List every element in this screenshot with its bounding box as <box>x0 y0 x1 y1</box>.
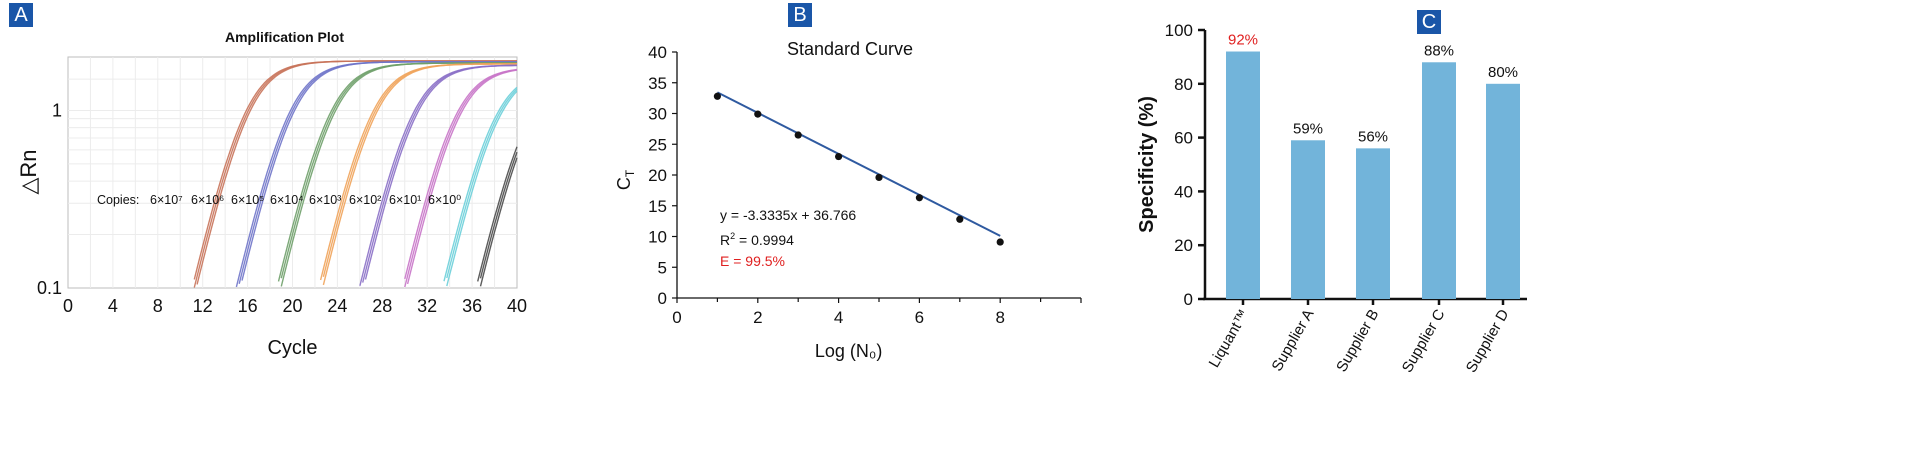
y-tick-label: 0 <box>1184 290 1193 309</box>
copies-annotation-label: 6×10⁶ <box>191 193 224 207</box>
x-tick-label: 8 <box>153 296 163 316</box>
data-point <box>875 173 883 182</box>
y-tick-label: 10 <box>648 228 667 247</box>
bar-data-label: 92% <box>1228 32 1258 49</box>
y-tick-label: 80 <box>1174 75 1193 94</box>
data-point <box>754 110 762 118</box>
y-axis-label: CT <box>614 169 637 190</box>
x-axis-label: Cycle <box>267 337 317 359</box>
efficiency-text: E = 99.5% <box>720 253 785 269</box>
y-axis-label: Specificity (%) <box>1136 96 1158 233</box>
amplification-plot-panel: A Amplification Plot 0 4 8 12 16 20 24 28 32 36 40 C… <box>0 0 660 471</box>
bar-data-label: 56% <box>1358 128 1388 145</box>
bar-data-label: 88% <box>1424 42 1454 59</box>
x-tick-label: 28 <box>372 296 392 316</box>
x-tick-label: 40 <box>507 296 527 316</box>
amplification-curve-6 <box>446 88 518 279</box>
copies-annotation-label: 6×10² <box>349 193 381 207</box>
copies-annotation-label: 6×10⁵ <box>231 193 264 207</box>
y-tick-label: 100 <box>1165 21 1193 40</box>
x-tick-label: 4 <box>834 308 843 327</box>
copies-annotation-label: 6×10³ <box>309 193 341 207</box>
bar-2 <box>1356 148 1390 299</box>
x-tick-label: 6 <box>915 308 924 327</box>
amplification-curve-6 <box>443 86 518 282</box>
y-tick-label: 30 <box>648 105 667 124</box>
equation-text: y = -3.3335x + 36.766 <box>720 207 856 223</box>
bar-3 <box>1422 62 1456 299</box>
bar-data-label: 80% <box>1488 64 1518 81</box>
x-tick-label: 36 <box>462 296 482 316</box>
copies-annotation-label: 6×10¹ <box>389 193 421 207</box>
amplification-curve-1 <box>241 61 517 281</box>
amplification-curves <box>193 60 518 288</box>
x-tick-label: 2 <box>753 308 762 327</box>
x-axis-label: Log (N₀) <box>815 341 883 361</box>
amplification-curve-5 <box>406 69 518 285</box>
x-tick-label: 32 <box>417 296 437 316</box>
bar-data-label: 59% <box>1293 120 1323 137</box>
copies-annotation-prefix: Copies: <box>97 193 139 207</box>
y-tick-label: 40 <box>1174 182 1193 201</box>
standard-curve-panel: B 0 5 10 15 20 25 30 35 40 0 2 4 6 8 Log (N₀) CT Standar… <box>614 0 1380 471</box>
copies-annotation-label: 6×10⁰ <box>428 193 461 207</box>
copies-annotation-label: 6×10⁷ <box>150 193 183 207</box>
y-tick-label: 0 <box>658 289 667 308</box>
grid-lines <box>68 57 517 288</box>
bar-4 <box>1486 83 1520 299</box>
panel-label-c: C <box>1417 10 1441 34</box>
amplification-curve-5 <box>404 69 518 288</box>
amplification-curve-7 <box>479 151 518 279</box>
y-tick-label: 1 <box>52 100 62 120</box>
regression-line <box>716 91 1001 237</box>
amplification-curve-3 <box>322 63 517 286</box>
x-tick-label: 4 <box>108 296 118 316</box>
y-tick-label: 15 <box>648 197 667 216</box>
x-tick-label: 16 <box>238 296 258 316</box>
y-tick-label: 40 <box>648 43 667 62</box>
x-tick-label: 12 <box>193 296 213 316</box>
amplification-curve-4 <box>364 64 517 280</box>
y-tick-label: 0.1 <box>37 278 62 298</box>
panel-label-a: A <box>9 3 33 27</box>
bar-0 <box>1226 51 1260 299</box>
x-tick-label: Supplier D <box>1463 306 1513 375</box>
data-point <box>915 194 923 202</box>
y-tick-label: 20 <box>648 166 667 185</box>
x-tick-label: Supplier C <box>1399 306 1449 375</box>
amplification-curve-2 <box>280 62 517 287</box>
data-point <box>713 92 721 100</box>
amplification-curve-7 <box>477 146 518 282</box>
amplification-curve-7 <box>479 157 518 287</box>
y-tick-label: 60 <box>1174 129 1193 148</box>
y-tick-label: 5 <box>658 258 667 277</box>
amplification-plot-svg: Amplification Plot 0 4 8 12 16 20 24 28 32 36 40 Cyc… <box>16 29 527 359</box>
data-point <box>835 152 843 161</box>
amplification-curve-0 <box>196 60 517 285</box>
x-tick-label: 0 <box>672 308 681 327</box>
standard-curve-svg: 0 5 10 15 20 25 30 35 40 0 2 4 6 8 Log (N₀) CT Standard … <box>614 39 1082 361</box>
data-point <box>996 238 1004 246</box>
data-point <box>794 131 802 139</box>
y-tick-label: 25 <box>648 135 667 154</box>
chart-title: Standard Curve <box>787 39 913 59</box>
x-tick-label: 24 <box>327 296 347 316</box>
x-tick-label: 8 <box>995 308 1004 327</box>
r-squared-text: R2 = 0.9994 <box>720 231 794 248</box>
chart-title: Amplification Plot <box>225 29 344 45</box>
panel-label-b: B <box>788 3 812 27</box>
x-tick-label: 0 <box>63 296 73 316</box>
copies-annotation-label: 6×10⁴ <box>270 193 304 207</box>
y-axis-label: △Rn <box>16 149 41 194</box>
y-tick-label: 20 <box>1174 236 1193 255</box>
x-tick-label: 20 <box>282 296 302 316</box>
y-tick-label: 35 <box>648 74 667 93</box>
amplification-curve-6 <box>446 90 518 287</box>
specificity-chart-panel: C 0 20 40 60 80 100 Specificity (%) 92% Liquant™… <box>1136 0 1929 471</box>
bar-1 <box>1291 140 1325 299</box>
data-point <box>956 215 964 223</box>
